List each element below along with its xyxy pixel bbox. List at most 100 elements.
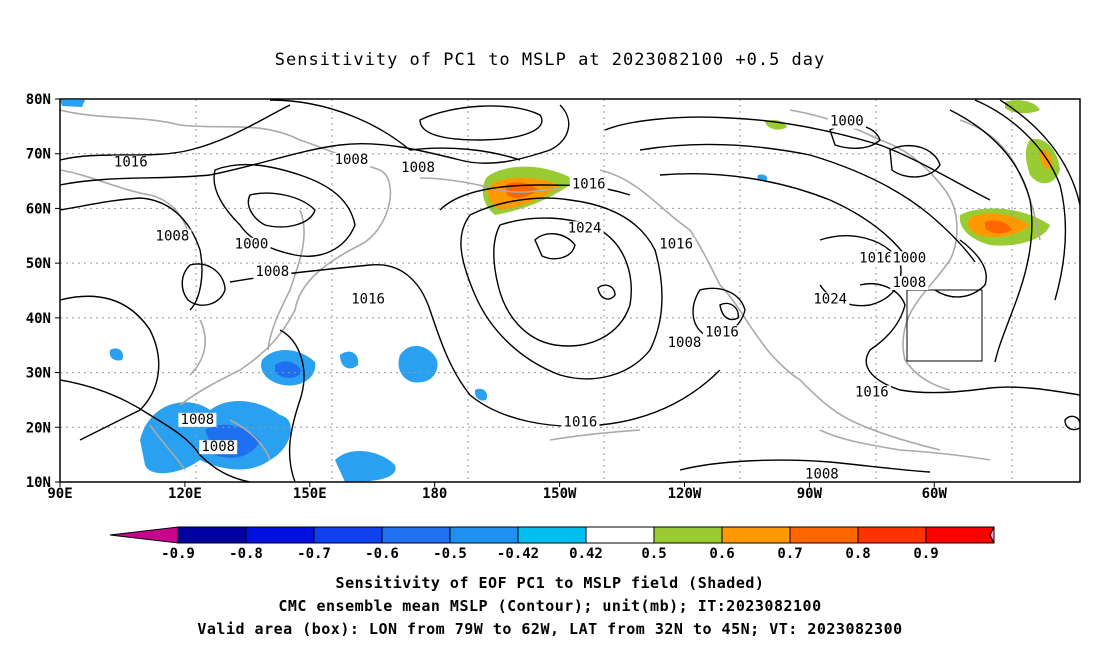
lon-tick-label: 120W xyxy=(668,486,702,502)
colorbar-min-arrow xyxy=(109,526,179,544)
lat-tick-label: 40N xyxy=(26,311,51,327)
lon-tick-label: 150W xyxy=(543,486,577,502)
colorbar-swatch xyxy=(517,526,587,544)
contour-label: 1008 xyxy=(805,467,839,483)
contour-label-bg xyxy=(332,152,371,167)
lat-tick-label: 60N xyxy=(26,201,51,217)
contour-label: 1008 xyxy=(401,160,435,176)
positive-sensitivity-shading xyxy=(482,100,1060,246)
colorbar-label: -0.7 xyxy=(297,546,331,562)
contour-label-bg xyxy=(890,251,929,266)
latitude-axis: 80N 70N 60N 50N 40N 30N 20N 10N xyxy=(26,92,60,491)
contour-label-bg xyxy=(857,251,895,266)
contour-label: 1016 xyxy=(859,250,893,266)
contour-label: 1016 xyxy=(659,237,693,253)
colorbar-swatch xyxy=(177,526,247,544)
colorbar-swatch xyxy=(245,526,315,544)
caption-line-3: Valid area (box): LON from 79W to 62W, L… xyxy=(197,620,903,638)
contour-label-bg xyxy=(802,467,841,482)
lon-tick-label: 150E xyxy=(293,486,327,502)
contour-label: 1016 xyxy=(855,384,889,400)
lat-tick-label: 70N xyxy=(26,147,51,163)
colorbar-label: 0.7 xyxy=(777,546,802,562)
contour-label: 1024 xyxy=(813,291,847,307)
contour-label: 1008 xyxy=(201,439,235,455)
contour-label: 1016 xyxy=(564,415,598,431)
longitude-axis: 90E 120E 150E 180 150W 120W 90W 60W xyxy=(47,482,947,502)
contour-label-bg xyxy=(811,292,850,307)
contour-label: 1000 xyxy=(892,250,926,266)
valid-area-box xyxy=(906,289,983,362)
colorbar-label: -0.9 xyxy=(161,546,195,562)
contour-label-bg xyxy=(890,276,929,291)
colorbar-label: -0.42 xyxy=(497,546,539,562)
lat-tick-label: 10N xyxy=(26,475,51,491)
colorbar-swatch xyxy=(721,526,791,544)
contour-labels: 1016 100810081016100010081000100810241016… xyxy=(111,114,929,483)
colorbar: -0.9 -0.8 -0.7 -0.6 -0.5 -0.42 0.42 0.5 0.6 0.7 0.… xyxy=(109,526,995,562)
contour-label: 1000 xyxy=(830,114,864,130)
colorbar-swatch xyxy=(925,526,995,544)
contour-label-bg xyxy=(827,114,866,129)
contour-label-bg xyxy=(565,221,604,236)
lat-tick-label: 50N xyxy=(26,256,51,272)
colorbar-swatch xyxy=(653,526,723,544)
contour-label-bg xyxy=(852,385,891,400)
contour-label-bg xyxy=(111,155,150,170)
mslp-contours xyxy=(60,99,1080,482)
contour-label: 1016 xyxy=(114,155,148,171)
contour-label: 1008 xyxy=(335,152,369,168)
contour-label-bg xyxy=(349,292,388,307)
lat-tick-label: 30N xyxy=(26,366,51,382)
contour-label: 1016 xyxy=(351,291,385,307)
contour-label-bg xyxy=(657,237,696,252)
colorbar-label: 0.42 xyxy=(569,546,603,562)
caption-line-2: CMC ensemble mean MSLP (Contour); unit(m… xyxy=(278,597,822,615)
contour-label-bg xyxy=(569,177,608,192)
colorbar-max-arrow xyxy=(989,526,995,544)
caption-line-1: Sensitivity of EOF PC1 to MSLP field (Sh… xyxy=(335,574,765,592)
contour-label-bg xyxy=(561,415,600,430)
contour-label: 1024 xyxy=(568,220,602,236)
lon-tick-label: 120E xyxy=(168,486,202,502)
lat-tick-label: 80N xyxy=(26,92,51,108)
lon-tick-label: 90E xyxy=(47,486,72,502)
contour-label-bg xyxy=(178,412,217,427)
colorbar-label: -0.5 xyxy=(433,546,467,562)
contour-label-bg xyxy=(665,336,704,351)
lon-tick-label: 60W xyxy=(922,486,948,502)
lon-tick-label: 180 xyxy=(422,486,447,502)
contour-label: 1016 xyxy=(572,177,606,193)
colorbar-label: -0.6 xyxy=(365,546,399,562)
colorbar-swatch xyxy=(449,526,519,544)
contour-label-bg xyxy=(199,440,238,455)
colorbar-swatch xyxy=(789,526,859,544)
colorbar-label: -0.8 xyxy=(229,546,263,562)
map-frame xyxy=(59,98,1081,483)
contour-label-bg xyxy=(253,265,292,280)
colorbar-label: 0.5 xyxy=(641,546,666,562)
contour-label: 1008 xyxy=(181,412,215,428)
map-title: Sensitivity of PC1 to MSLP at 2023082100… xyxy=(274,50,826,70)
contour-label: 1008 xyxy=(255,264,289,280)
contour-label-bg xyxy=(153,229,192,244)
colorbar-swatch xyxy=(585,526,655,544)
contour-label: 1016 xyxy=(705,324,739,340)
colorbar-label: 0.9 xyxy=(913,546,938,562)
colorbar-swatch xyxy=(857,526,927,544)
contour-label: 1000 xyxy=(235,237,269,253)
colorbar-swatch xyxy=(381,526,451,544)
colorbar-label: 0.8 xyxy=(845,546,870,562)
negative-sensitivity-shading xyxy=(60,100,768,482)
contour-label: 1008 xyxy=(668,335,702,351)
lon-tick-label: 90W xyxy=(797,486,823,502)
contour-label-bg xyxy=(232,237,271,252)
colorbar-label: 0.6 xyxy=(709,546,734,562)
contour-label: 1008 xyxy=(156,229,190,245)
contour-label-bg xyxy=(702,325,741,340)
contour-label: 1008 xyxy=(892,275,926,291)
colorbar-swatch xyxy=(313,526,383,544)
lat-tick-label: 20N xyxy=(26,420,51,436)
coastlines xyxy=(60,109,1041,471)
